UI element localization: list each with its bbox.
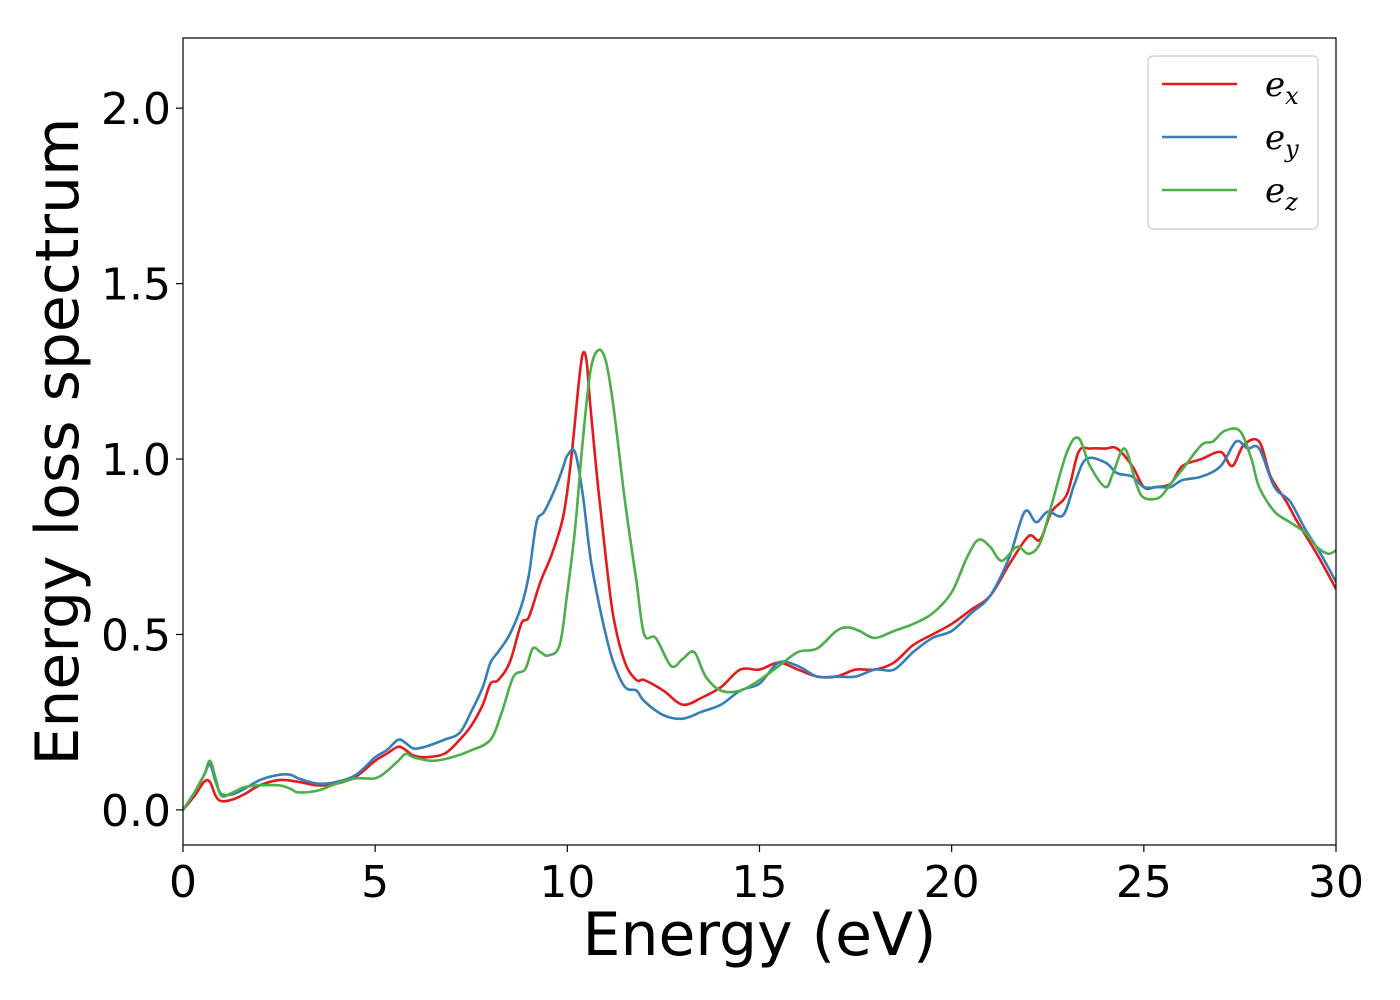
x-tick-label: 5 — [361, 857, 389, 908]
y-tick-label: 1.0 — [101, 435, 171, 486]
y-axis: 0.0 0.5 1.0 1.5 2.0 — [101, 84, 183, 837]
legend-label-e-y: ey — [1265, 118, 1299, 163]
y-tick-label: 0.0 — [101, 786, 171, 837]
legend-label-e-x: ex — [1265, 65, 1299, 110]
y-tick-label: 1.5 — [101, 260, 171, 311]
x-tick-label: 20 — [924, 857, 980, 908]
plot-area — [182, 37, 1337, 846]
y-tick-label: 0.5 — [101, 610, 171, 661]
y-tick-label: 2.0 — [101, 84, 171, 135]
y-axis-title: Energy loss spectrum — [23, 117, 93, 765]
legend: ex ey ez — [1147, 55, 1319, 230]
x-axis-title: Energy (eV) — [583, 900, 937, 970]
legend-box — [1147, 55, 1319, 230]
series-line-e-y — [183, 439, 1336, 812]
x-tick-label: 25 — [1116, 857, 1172, 908]
x-axis: 0 5 10 15 20 25 30 — [169, 845, 1364, 908]
x-tick-label: 0 — [169, 857, 197, 908]
legend-label-e-z: ez — [1265, 171, 1298, 216]
series-line-e-z — [183, 348, 1336, 812]
series-layer — [183, 348, 1336, 812]
x-tick-label: 15 — [732, 857, 788, 908]
x-tick-label: 10 — [539, 857, 595, 908]
x-tick-label: 30 — [1308, 857, 1364, 908]
